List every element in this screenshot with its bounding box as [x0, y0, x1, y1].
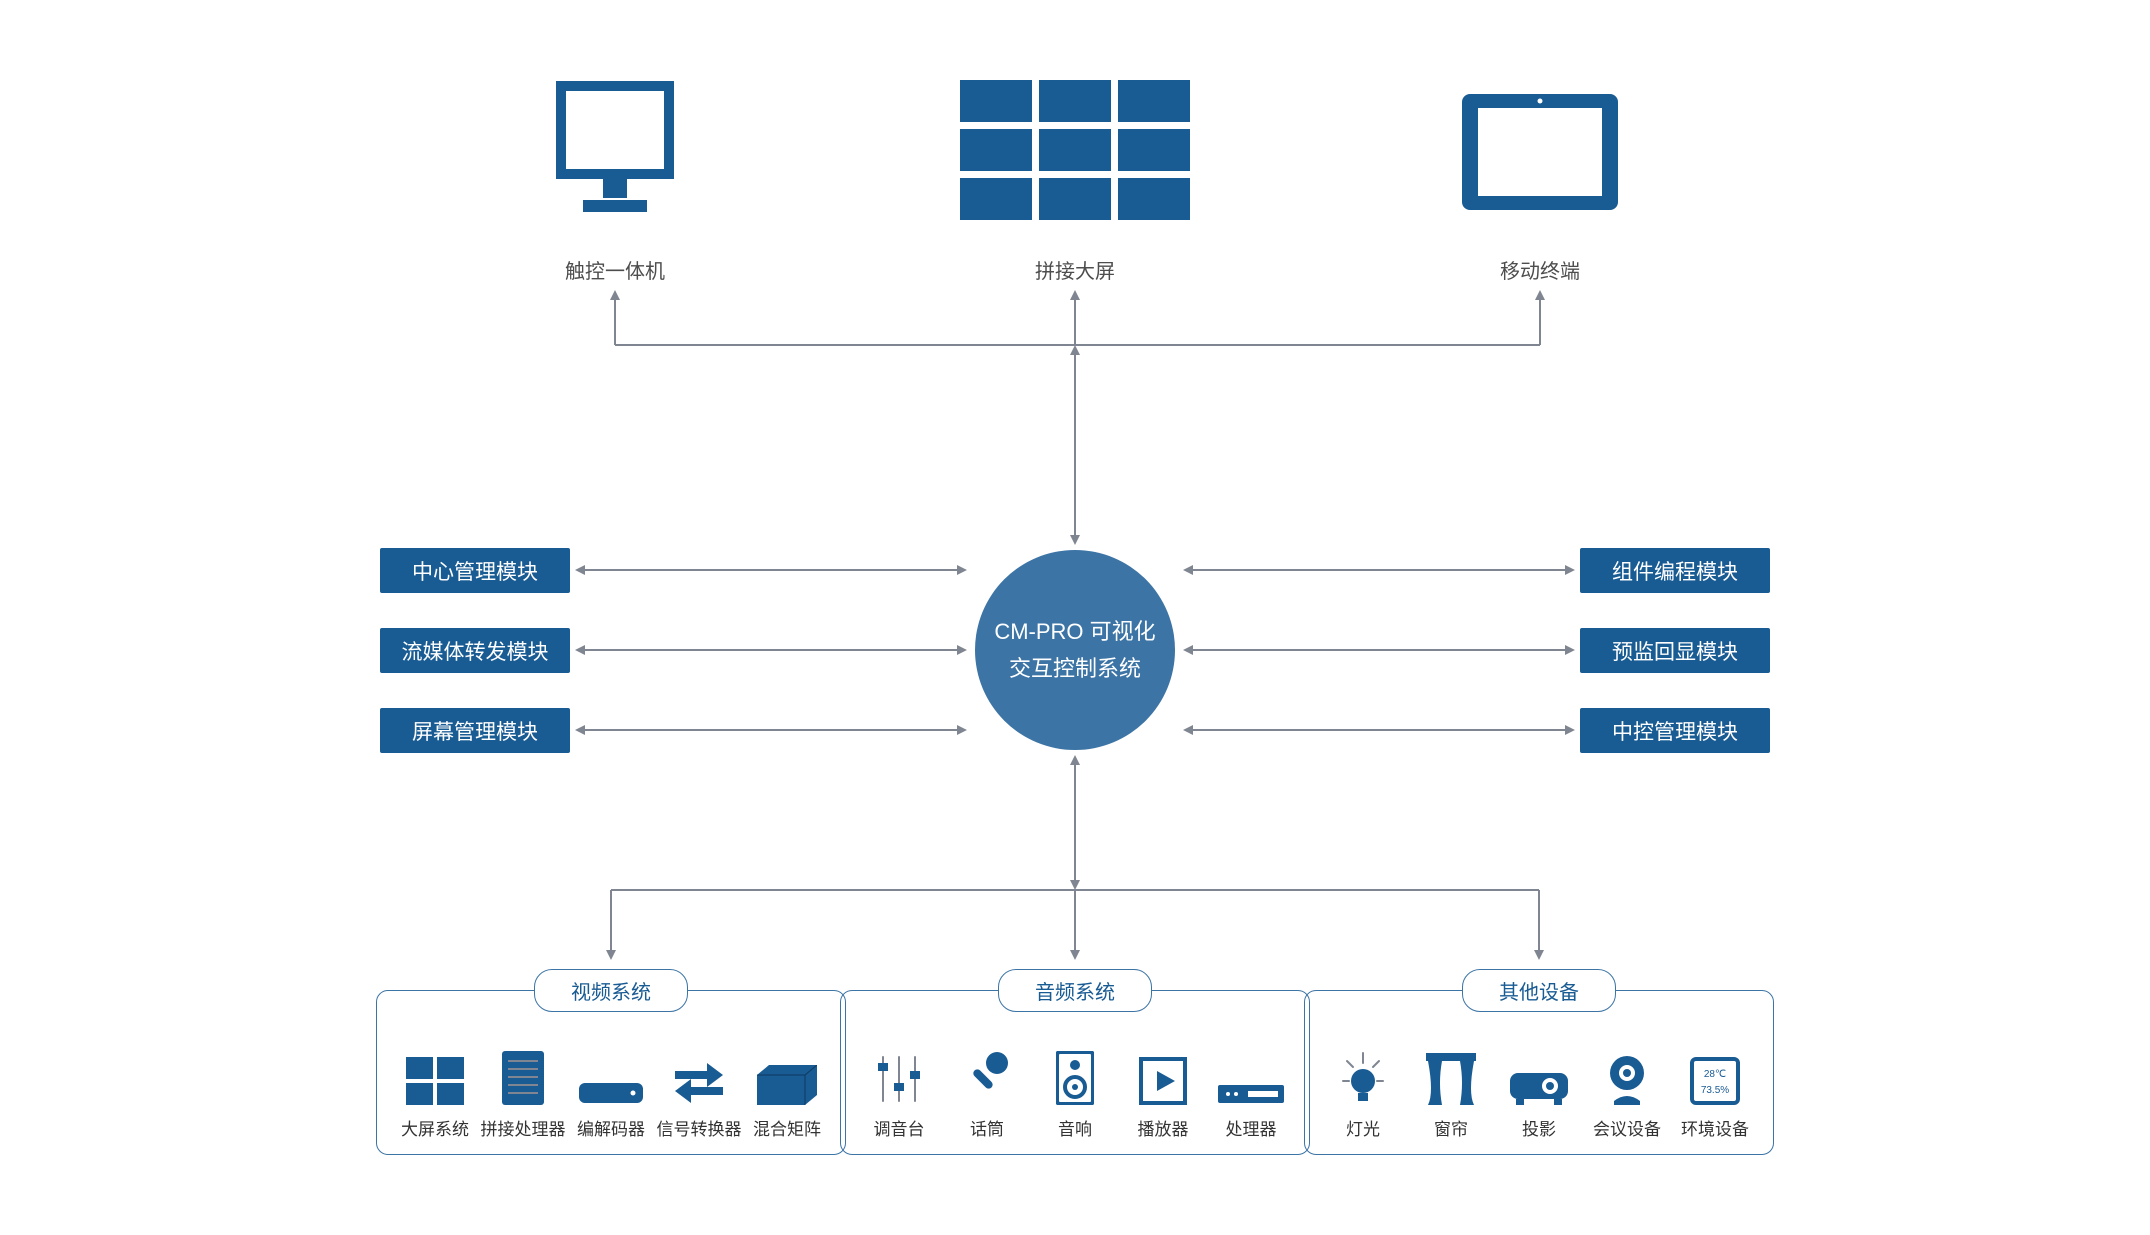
top-label-wall: 拼接大屏	[995, 255, 1155, 284]
group-other-devices: 其他设备 灯光 窗帘 投影 会议设备 28℃ 73.5%环境设备	[1304, 990, 1774, 1155]
group-item-label: 播放器	[1138, 1115, 1189, 1140]
server-icon	[500, 1049, 546, 1105]
player-icon	[1139, 1049, 1187, 1105]
group-item-video-system-3: 信号转换器	[656, 1049, 742, 1140]
group-item-audio-system-1: 话筒	[944, 1049, 1030, 1140]
group-item-label: 会议设备	[1593, 1115, 1661, 1140]
group-audio-system: 音频系统 调音台 话筒 音响 播放器 处理器	[840, 990, 1310, 1155]
converter-icon	[673, 1049, 725, 1105]
group-video-system: 视频系统 大屏系统 拼接处理器 编解码器 信号转换器 混合矩阵	[376, 990, 846, 1155]
module-right-1: 预监回显模块	[1580, 628, 1770, 673]
group-item-video-system-1: 拼接处理器	[480, 1049, 566, 1140]
webcam-icon	[1604, 1049, 1650, 1105]
group-item-label: 混合矩阵	[753, 1115, 821, 1140]
group-item-audio-system-4: 处理器	[1208, 1049, 1294, 1140]
group-item-label: 音响	[1058, 1115, 1092, 1140]
wall4-icon	[406, 1049, 464, 1105]
matrixbox-icon	[757, 1049, 817, 1105]
svg-text:73.5%: 73.5%	[1701, 1085, 1729, 1096]
group-item-label: 处理器	[1226, 1115, 1277, 1140]
module-left-1: 流媒体转发模块	[380, 628, 570, 673]
center-system-circle: CM-PRO 可视化 交互控制系统	[975, 550, 1175, 750]
videowall-icon	[960, 80, 1190, 225]
group-item-video-system-2: 编解码器	[568, 1049, 654, 1140]
module-right-0: 组件编程模块	[1580, 548, 1770, 593]
tablet-icon	[1458, 90, 1622, 219]
svg-text:28℃: 28℃	[1704, 1069, 1726, 1080]
group-item-other-devices-0: 灯光	[1320, 1049, 1406, 1140]
group-item-video-system-0: 大屏系统	[392, 1049, 478, 1140]
diagram-canvas: 触控一体机 拼接大屏 移动终端 CM-PRO 可视化 交互控制系统 中心管理模块…	[0, 0, 2150, 1235]
group-item-label: 调音台	[874, 1115, 925, 1140]
top-label-mobile: 移动终端	[1460, 255, 1620, 284]
speaker-icon	[1056, 1049, 1094, 1105]
group-item-audio-system-2: 音响	[1032, 1049, 1118, 1140]
group-item-label: 拼接处理器	[481, 1115, 566, 1140]
group-item-audio-system-3: 播放器	[1120, 1049, 1206, 1140]
group-item-other-devices-2: 投影	[1496, 1049, 1582, 1140]
group-item-other-devices-1: 窗帘	[1408, 1049, 1494, 1140]
light-icon	[1341, 1049, 1385, 1105]
amp-icon	[1218, 1049, 1284, 1105]
monitor-icon	[555, 80, 675, 225]
group-item-label: 环境设备	[1681, 1115, 1749, 1140]
group-item-other-devices-4: 28℃ 73.5% 环境设备	[1672, 1049, 1758, 1140]
group-item-label: 话筒	[970, 1115, 1004, 1140]
mixer-icon	[875, 1049, 923, 1105]
group-item-label: 窗帘	[1434, 1115, 1468, 1140]
encoder-icon	[579, 1049, 643, 1105]
group-item-label: 编解码器	[577, 1115, 645, 1140]
thermo-icon: 28℃ 73.5%	[1690, 1049, 1740, 1105]
curtain-icon	[1426, 1049, 1476, 1105]
module-left-2: 屏幕管理模块	[380, 708, 570, 753]
module-right-2: 中控管理模块	[1580, 708, 1770, 753]
group-item-label: 投影	[1522, 1115, 1556, 1140]
center-line1: CM-PRO 可视化	[994, 613, 1155, 650]
mic-icon	[965, 1049, 1009, 1105]
group-title-video: 视频系统	[534, 969, 688, 1012]
group-item-other-devices-3: 会议设备	[1584, 1049, 1670, 1140]
group-item-label: 大屏系统	[401, 1115, 469, 1140]
module-left-0: 中心管理模块	[380, 548, 570, 593]
group-item-label: 信号转换器	[657, 1115, 742, 1140]
group-item-audio-system-0: 调音台	[856, 1049, 942, 1140]
group-title-audio: 音频系统	[998, 969, 1152, 1012]
projector-icon	[1510, 1049, 1568, 1105]
group-item-video-system-4: 混合矩阵	[744, 1049, 830, 1140]
center-line2: 交互控制系统	[994, 650, 1155, 687]
group-item-label: 灯光	[1346, 1115, 1380, 1140]
top-label-touch: 触控一体机	[535, 255, 695, 284]
group-title-other: 其他设备	[1462, 969, 1616, 1012]
